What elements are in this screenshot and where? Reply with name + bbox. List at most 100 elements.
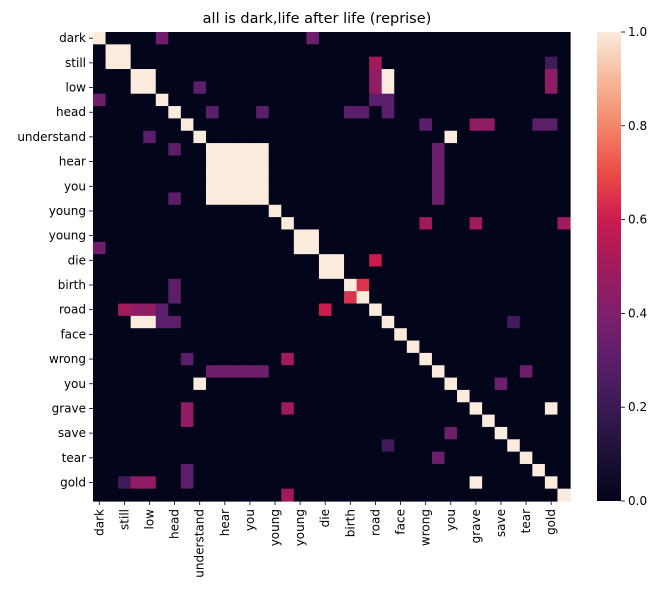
heatmap-cell xyxy=(332,94,345,107)
heatmap-cell xyxy=(507,439,520,452)
heatmap-cell xyxy=(118,69,131,82)
heatmap-cell xyxy=(482,69,495,82)
heatmap-cell xyxy=(470,32,483,45)
heatmap-cell xyxy=(357,439,370,452)
heatmap-cell xyxy=(507,94,520,107)
heatmap-cell xyxy=(520,328,533,341)
heatmap-cell xyxy=(482,168,495,181)
heatmap-cell xyxy=(495,69,508,82)
heatmap-cell xyxy=(244,205,257,218)
heatmap-cell xyxy=(231,81,244,94)
heatmap-cell xyxy=(306,439,319,452)
heatmap-cell xyxy=(281,365,294,378)
heatmap-cell xyxy=(332,168,345,181)
heatmap-cell xyxy=(193,390,206,403)
heatmap-cell xyxy=(256,365,269,378)
heatmap-cell xyxy=(269,229,282,242)
heatmap-cell xyxy=(407,143,420,156)
heatmap-cell xyxy=(482,365,495,378)
heatmap-cell xyxy=(495,328,508,341)
heatmap-cell xyxy=(156,32,169,45)
heatmap-cell xyxy=(482,427,495,440)
heatmap-cell xyxy=(131,476,144,489)
heatmap-cell xyxy=(93,476,106,489)
heatmap-cell xyxy=(168,81,181,94)
heatmap-cell xyxy=(156,489,169,502)
heatmap-cell xyxy=(382,402,395,415)
heatmap-cell xyxy=(306,328,319,341)
heatmap-cell xyxy=(557,365,570,378)
y-tick-label: birth xyxy=(58,278,86,292)
heatmap-cell xyxy=(219,464,232,477)
heatmap-cell xyxy=(193,217,206,230)
heatmap-cell xyxy=(131,69,144,82)
heatmap-cell xyxy=(470,168,483,181)
heatmap-cell xyxy=(470,180,483,193)
heatmap-cell xyxy=(156,476,169,489)
heatmap-cell xyxy=(520,439,533,452)
heatmap-cell xyxy=(382,205,395,218)
heatmap-cell xyxy=(432,267,445,280)
heatmap-cell xyxy=(495,489,508,502)
heatmap-cell xyxy=(332,242,345,255)
heatmap-cell xyxy=(143,192,156,205)
heatmap-cell xyxy=(143,489,156,502)
heatmap-cell xyxy=(143,402,156,415)
heatmap-cell xyxy=(256,168,269,181)
heatmap-cell xyxy=(118,254,131,267)
heatmap-cell xyxy=(219,291,232,304)
heatmap-cell xyxy=(206,131,219,144)
heatmap-cell xyxy=(93,118,106,131)
heatmap-cell xyxy=(357,168,370,181)
heatmap-cell xyxy=(382,279,395,292)
heatmap-cell xyxy=(357,353,370,366)
heatmap-cell xyxy=(332,192,345,205)
heatmap-cell xyxy=(457,242,470,255)
heatmap-cell xyxy=(419,341,432,354)
heatmap-cell xyxy=(507,57,520,70)
heatmap-cell xyxy=(193,155,206,168)
heatmap-cell xyxy=(332,205,345,218)
heatmap-cell xyxy=(306,254,319,267)
heatmap-cell xyxy=(532,489,545,502)
heatmap-cell xyxy=(93,365,106,378)
heatmap-cell xyxy=(256,353,269,366)
heatmap-cell xyxy=(432,304,445,317)
heatmap-cell xyxy=(93,464,106,477)
heatmap-cell xyxy=(532,143,545,156)
heatmap-cell xyxy=(244,402,257,415)
heatmap-cell xyxy=(444,242,457,255)
x-tick-label: low xyxy=(142,509,156,530)
heatmap-cell xyxy=(206,378,219,391)
heatmap-cell xyxy=(281,452,294,465)
heatmap-cell xyxy=(181,279,194,292)
heatmap-cell xyxy=(131,390,144,403)
heatmap-cell xyxy=(444,81,457,94)
heatmap-cell xyxy=(244,180,257,193)
heatmap-cell xyxy=(532,106,545,119)
heatmap-cell xyxy=(106,390,119,403)
heatmap-cell xyxy=(118,267,131,280)
heatmap-cell xyxy=(118,242,131,255)
heatmap-cell xyxy=(168,217,181,230)
heatmap-cell xyxy=(557,452,570,465)
heatmap-cell xyxy=(256,32,269,45)
heatmap-cell xyxy=(93,217,106,230)
heatmap-cell xyxy=(131,57,144,70)
heatmap-cell xyxy=(545,155,558,168)
heatmap-cell xyxy=(495,267,508,280)
heatmap-cell xyxy=(206,390,219,403)
heatmap-cell xyxy=(319,328,332,341)
heatmap-cell xyxy=(407,353,420,366)
heatmap-cell xyxy=(482,44,495,57)
heatmap-cell xyxy=(219,118,232,131)
heatmap-cell xyxy=(93,415,106,428)
heatmap-cell xyxy=(495,378,508,391)
heatmap-cell xyxy=(495,217,508,230)
heatmap-cell xyxy=(168,476,181,489)
heatmap-cell xyxy=(394,242,407,255)
heatmap-cell xyxy=(520,415,533,428)
heatmap-cell xyxy=(394,464,407,477)
heatmap-cell xyxy=(168,118,181,131)
heatmap-cell xyxy=(306,267,319,280)
